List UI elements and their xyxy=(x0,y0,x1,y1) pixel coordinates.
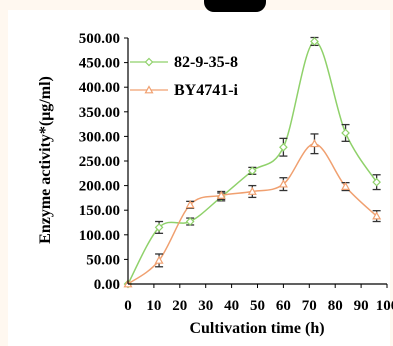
y-tick-label: 250.00 xyxy=(79,154,120,170)
y-tick-label: 500.00 xyxy=(79,31,120,47)
x-tick-label: 0 xyxy=(124,298,132,314)
x-tick-label: 30 xyxy=(198,298,213,314)
series-line xyxy=(127,143,378,285)
x-tick-label: 40 xyxy=(224,298,239,314)
data-point xyxy=(309,139,319,148)
legend-item-series-2: BY4741-i xyxy=(130,82,239,99)
y-tick-label: 100.00 xyxy=(79,228,120,244)
series-1 xyxy=(123,36,381,289)
y-tick-label: 300.00 xyxy=(79,129,120,145)
legend-label-series-1: 82-9-35-8 xyxy=(174,54,238,71)
legend-label-series-2: BY4741-i xyxy=(174,82,239,99)
x-tick-label: 80 xyxy=(328,298,343,314)
y-axis-ticks: 0.00 50.00 100.00 150.00 200.00 250.00 300.00 3… xyxy=(79,31,128,293)
legend-marker-series-1 xyxy=(144,57,154,67)
data-point xyxy=(216,190,226,199)
x-tick-label: 50 xyxy=(250,298,265,314)
series-layer xyxy=(123,36,382,289)
data-point xyxy=(154,255,164,264)
data-point xyxy=(185,200,195,209)
top-dark-shape xyxy=(204,0,266,12)
data-point xyxy=(372,177,381,187)
data-point xyxy=(279,142,288,152)
data-point xyxy=(247,186,257,195)
y-tick-label: 0.00 xyxy=(94,277,120,293)
legend-item-series-1: 82-9-35-8 xyxy=(130,54,238,71)
x-tick-label: 70 xyxy=(302,298,317,314)
data-point xyxy=(185,217,195,226)
x-axis-title: Cultivation time (h) xyxy=(189,320,324,337)
y-tick-label: 350.00 xyxy=(79,105,120,121)
y-tick-label: 50.00 xyxy=(86,252,120,268)
y-tick-label: 450.00 xyxy=(79,56,120,72)
data-point xyxy=(310,37,319,46)
data-point xyxy=(247,166,257,176)
y-tick-label: 200.00 xyxy=(79,179,120,195)
legend-marker-series-2 xyxy=(144,85,154,94)
legend: 82-9-35-8 BY4741-i xyxy=(130,54,239,99)
x-axis-ticks: 0 10 20 30 40 50 60 70 80 90 100 xyxy=(124,284,393,314)
data-point xyxy=(341,128,350,138)
series-line xyxy=(127,40,378,285)
x-tick-label: 60 xyxy=(276,298,291,314)
data-point xyxy=(278,179,288,188)
x-tick-label: 20 xyxy=(172,298,187,314)
data-point xyxy=(372,211,382,220)
data-point xyxy=(154,223,164,232)
x-tick-label: 100 xyxy=(376,298,393,314)
x-tick-label: 90 xyxy=(354,298,369,314)
y-tick-label: 400.00 xyxy=(79,80,120,96)
series-2 xyxy=(123,133,382,288)
y-tick-label: 150.00 xyxy=(79,203,120,219)
data-point xyxy=(341,181,351,190)
y-axis-title: Enzyme activity*(μg/ml) xyxy=(37,76,54,244)
x-tick-label: 10 xyxy=(146,298,161,314)
